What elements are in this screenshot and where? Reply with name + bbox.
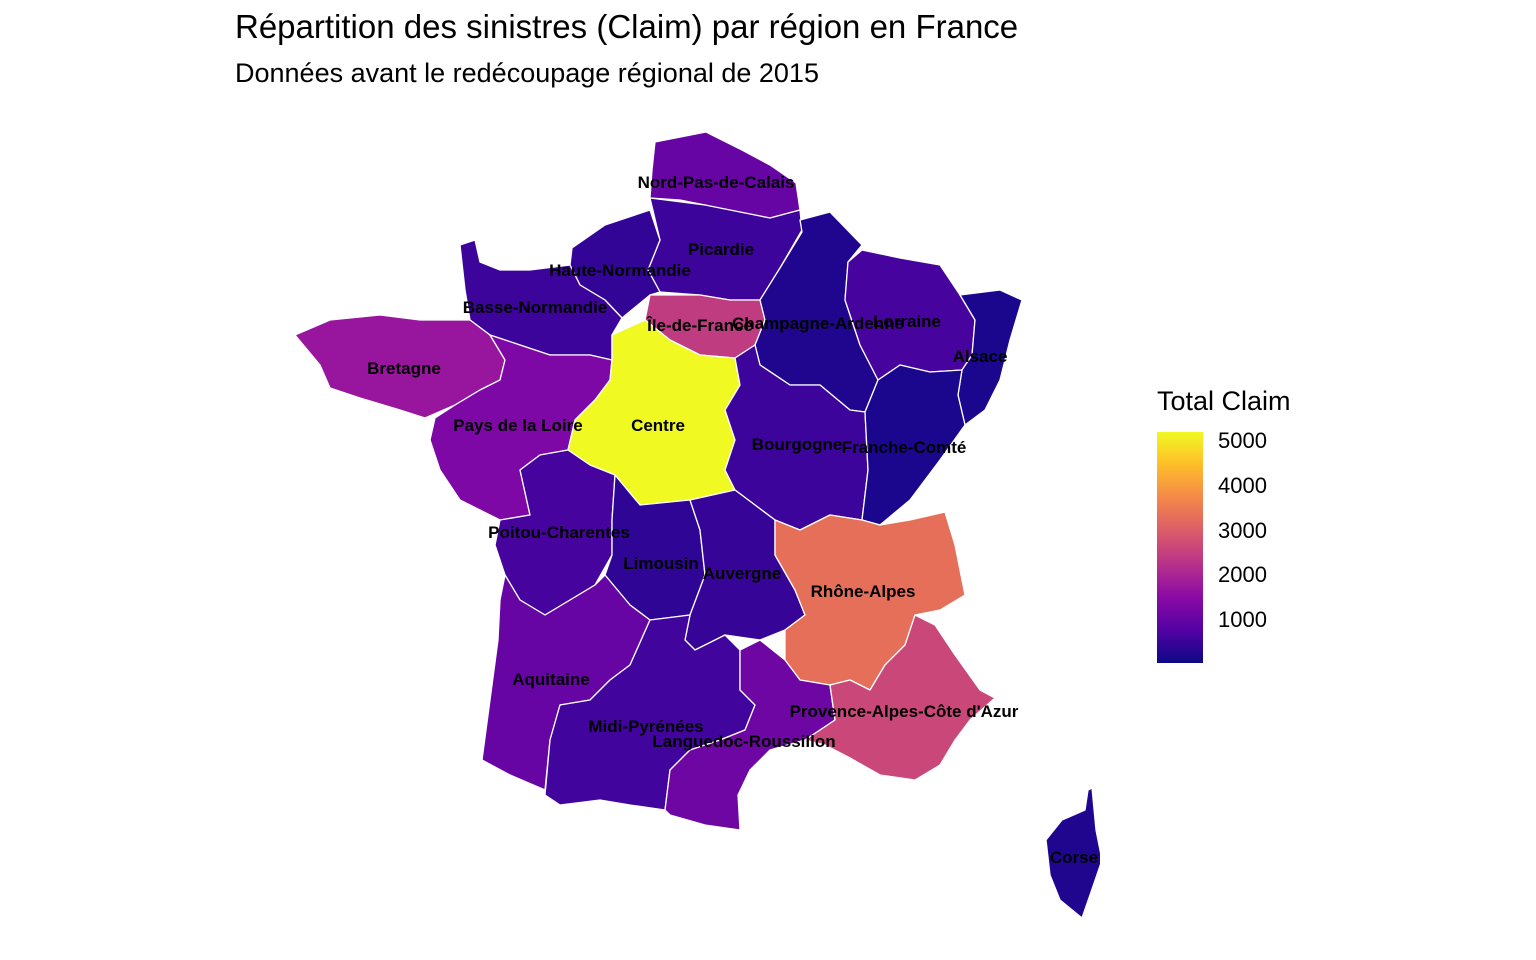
region-label: Basse-Normandie (463, 298, 608, 317)
region-corse (1045, 787, 1100, 919)
region-label: Aquitaine (512, 670, 589, 689)
region-label: Corse (1050, 848, 1098, 867)
region-label: Provence-Alpes-Côte d'Azur (790, 702, 1019, 721)
legend-tick-label: 1000 (1218, 607, 1267, 632)
region-label: Haute-Normandie (549, 261, 691, 280)
region-label: Champagne-Ardenne (732, 314, 904, 333)
region-label: Auvergne (703, 564, 781, 583)
region-label: Rhône-Alpes (811, 582, 916, 601)
legend-title: Total Claim (1157, 386, 1291, 416)
region-label: Lorraine (873, 312, 941, 331)
legend-tick-label: 5000 (1218, 428, 1267, 453)
region-paca (804, 614, 996, 781)
region-shapes (294, 131, 1100, 919)
france-regions-map: Nord-Pas-de-Calais Picardie Haute-Norman… (294, 131, 1100, 919)
region-languedoc-roussillon (664, 639, 836, 831)
map-subtitle: Données avant le redécoupage régional de… (235, 58, 819, 88)
region-label: Nord-Pas-de-Calais (638, 173, 795, 192)
legend-colorbar (1157, 432, 1203, 663)
region-label: Bourgogne (752, 435, 843, 454)
region-labels: Nord-Pas-de-Calais Picardie Haute-Norman… (367, 173, 1098, 867)
region-label: Languedoc-Roussillon (652, 732, 835, 751)
region-label: Bretagne (367, 359, 441, 378)
legend-tick-label: 4000 (1218, 473, 1267, 498)
region-label: Pays de la Loire (453, 416, 582, 435)
legend-tick-label: 3000 (1218, 518, 1267, 543)
region-label: Alsace (953, 347, 1008, 366)
region-label: Limousin (623, 554, 699, 573)
region-label: Picardie (688, 240, 754, 259)
region-label: Île-de-France (646, 316, 753, 335)
map-title: Répartition des sinistres (Claim) par ré… (235, 8, 1019, 45)
region-label: Franche-Comté (842, 438, 967, 457)
legend-tick-label: 2000 (1218, 562, 1267, 587)
region-label: Midi-Pyrénées (588, 717, 703, 736)
region-label: Centre (631, 416, 685, 435)
region-alsace (957, 289, 1023, 426)
region-label: Poitou-Charentes (488, 523, 630, 542)
